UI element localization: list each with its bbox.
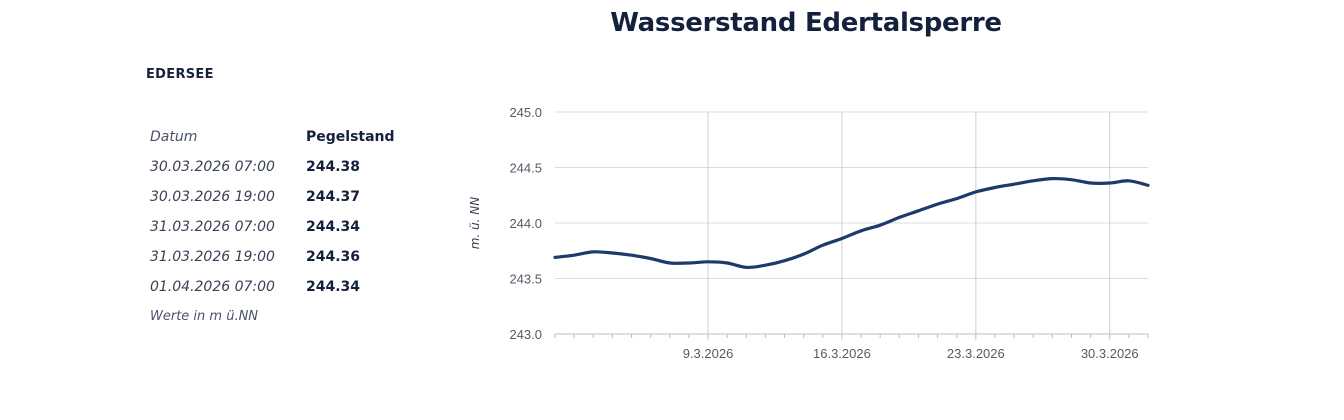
y-tick-label: 244.5 [509, 161, 542, 176]
row-date: 31.03.2026 19:00 [150, 249, 275, 265]
row-date: 30.03.2026 19:00 [150, 189, 275, 205]
y-tick-label: 243.5 [509, 272, 542, 287]
page-title: Wasserstand Edertalsperre [610, 8, 1002, 38]
y-axis-label: m. ü. NN [468, 197, 482, 250]
table-row: 31.03.2026 19:00 244.36 [150, 249, 360, 279]
chart-series [553, 176, 1150, 270]
chart-labels: 243.0 243.5 244.0 244.5 245.0 9.3.2026 16.3.20… [468, 105, 1139, 361]
chart-ticks [554, 334, 1149, 338]
water-level-table: Datum Pegelstand 30.03.2026 07:00 244.38… [150, 129, 395, 324]
units-note: Werte in m ü.NN [150, 309, 259, 324]
x-tick-label: 30.3.2026 [1081, 346, 1139, 361]
row-level: 244.38 [306, 159, 361, 175]
y-tick-label: 244.0 [509, 216, 542, 231]
table-row: 01.04.2026 07:00 244.34 [150, 279, 360, 309]
table-row: 31.03.2026 07:00 244.34 [150, 219, 360, 249]
chart-grid [555, 111, 1148, 340]
station-name: EDERSEE [146, 67, 214, 82]
row-level: 244.34 [306, 219, 361, 235]
y-tick-label: 243.0 [509, 327, 542, 342]
y-tick-label: 245.0 [509, 105, 542, 120]
water-level-series-line [553, 176, 1150, 270]
row-level: 244.37 [306, 189, 361, 205]
x-tick-label: 16.3.2026 [813, 346, 871, 361]
row-level: 244.36 [306, 249, 361, 265]
header-level: Pegelstand [306, 129, 395, 145]
row-date: 30.03.2026 07:00 [150, 159, 275, 175]
row-date: 01.04.2026 07:00 [150, 279, 275, 295]
header-date: Datum [150, 129, 198, 145]
table-row: 30.03.2026 07:00 244.38 [150, 159, 360, 189]
row-date: 31.03.2026 07:00 [150, 219, 275, 235]
table-row: 30.03.2026 19:00 244.37 [150, 189, 360, 219]
table-header-row: Datum Pegelstand [150, 129, 395, 159]
row-level: 244.34 [306, 279, 361, 295]
x-tick-label: 23.3.2026 [947, 346, 1005, 361]
x-tick-label: 9.3.2026 [683, 346, 734, 361]
